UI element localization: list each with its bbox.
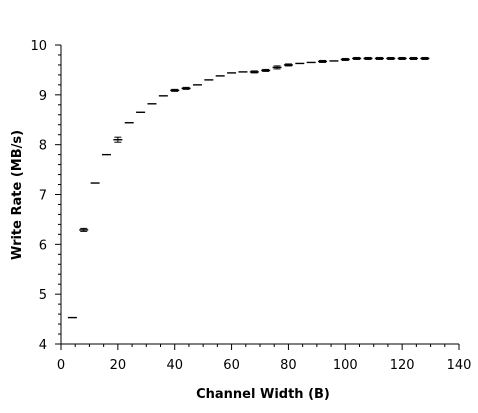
x-tick-label: 100 (333, 358, 358, 373)
data-point (363, 56, 373, 60)
data-point (352, 56, 362, 60)
data-point (374, 56, 384, 60)
data-point (397, 56, 407, 60)
x-tick-label: 80 (280, 358, 297, 373)
y-axis-label: Write Rate (MB/s) (10, 130, 25, 260)
y-tick-label: 6 (39, 238, 47, 253)
data-marks (67, 56, 430, 319)
x-tick-label: 60 (223, 358, 240, 373)
x-tick-label: 120 (390, 358, 415, 373)
y-tick-label: 8 (39, 139, 47, 154)
x-tick-label: 0 (57, 358, 65, 373)
data-point (409, 56, 419, 60)
data-point (340, 57, 350, 61)
y-tick-label: 10 (30, 39, 47, 54)
axes (60, 45, 459, 345)
data-point (283, 63, 293, 67)
y-tick-label: 5 (39, 288, 47, 303)
data-point (181, 86, 191, 90)
x-ticks: 0 20 40 60 80 100 120 140 (57, 344, 472, 373)
y-tick-label: 4 (39, 338, 47, 353)
y-tick-label: 7 (39, 189, 47, 204)
data-point (249, 70, 259, 74)
data-point (272, 65, 282, 70)
data-point (170, 88, 180, 92)
x-tick-label: 20 (110, 358, 127, 373)
data-point (420, 56, 430, 60)
x-axis-label: Channel Width (B) (196, 387, 330, 402)
data-point (318, 59, 328, 63)
y-tick-label: 9 (39, 89, 47, 104)
data-point (113, 136, 123, 143)
data-point (261, 68, 271, 72)
x-tick-label: 140 (447, 358, 472, 373)
data-point (79, 227, 89, 232)
x-tick-label: 40 (166, 358, 183, 373)
data-point (386, 56, 396, 60)
y-ticks: 4 5 6 7 8 9 10 (30, 39, 61, 353)
